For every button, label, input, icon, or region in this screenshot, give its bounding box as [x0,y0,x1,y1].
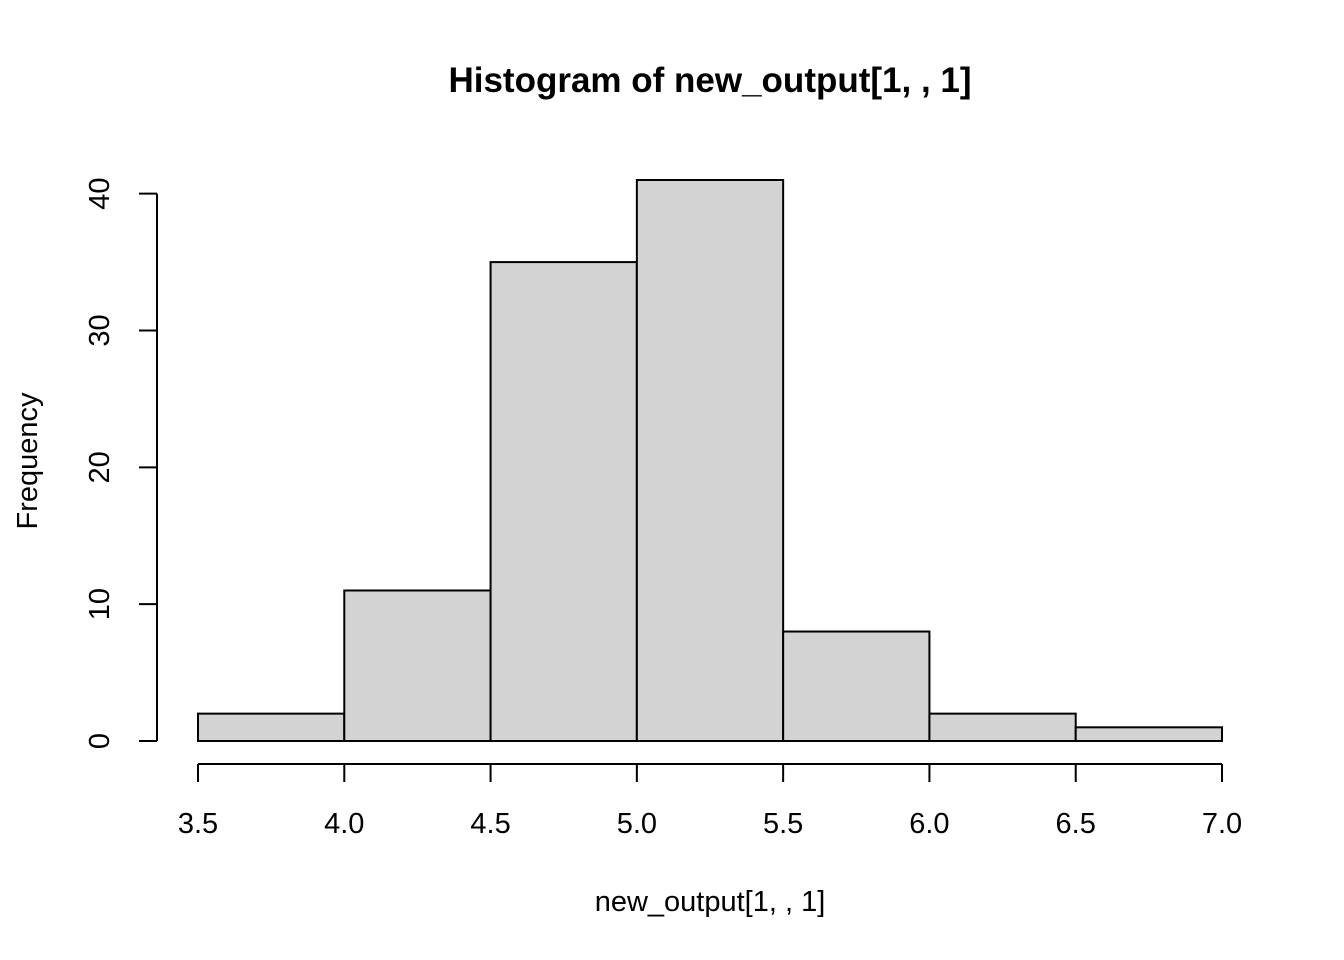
x-tick-label: 7.0 [1202,808,1242,840]
bars-group [197,179,1223,743]
x-tick-label: 3.5 [178,808,218,840]
x-tick-label: 4.5 [470,808,510,840]
histogram-bar [928,712,1077,743]
x-axis: 3.5 4.0 4.5 5.0 5.5 6.0 6.5 7.0 [178,763,1242,840]
histogram-bar [197,712,346,743]
y-tick-label: 10 [84,588,116,620]
y-tick-label: 20 [84,451,116,483]
histogram-bar [489,261,638,742]
x-tick-label: 6.5 [1056,808,1096,840]
x-tick-label: 5.5 [763,808,803,840]
x-tick-label: 5.0 [617,808,657,840]
chart-title: Histogram of new_output[1, , 1] [448,61,971,100]
histogram-bar [1074,726,1223,743]
y-tick-label: 0 [84,733,116,749]
y-axis: 0 10 20 30 40 [84,178,158,749]
x-tick-label: 4.0 [324,808,364,840]
y-tick-label: 30 [84,314,116,346]
y-tick-label: 40 [84,178,116,210]
histogram-bar [635,179,785,742]
histogram-bar [782,630,931,742]
x-axis-label: new_output[1, , 1] [595,886,826,918]
x-tick-label: 6.0 [909,808,949,840]
y-axis-label: Frequency [12,392,44,530]
histogram-bar [343,589,492,742]
